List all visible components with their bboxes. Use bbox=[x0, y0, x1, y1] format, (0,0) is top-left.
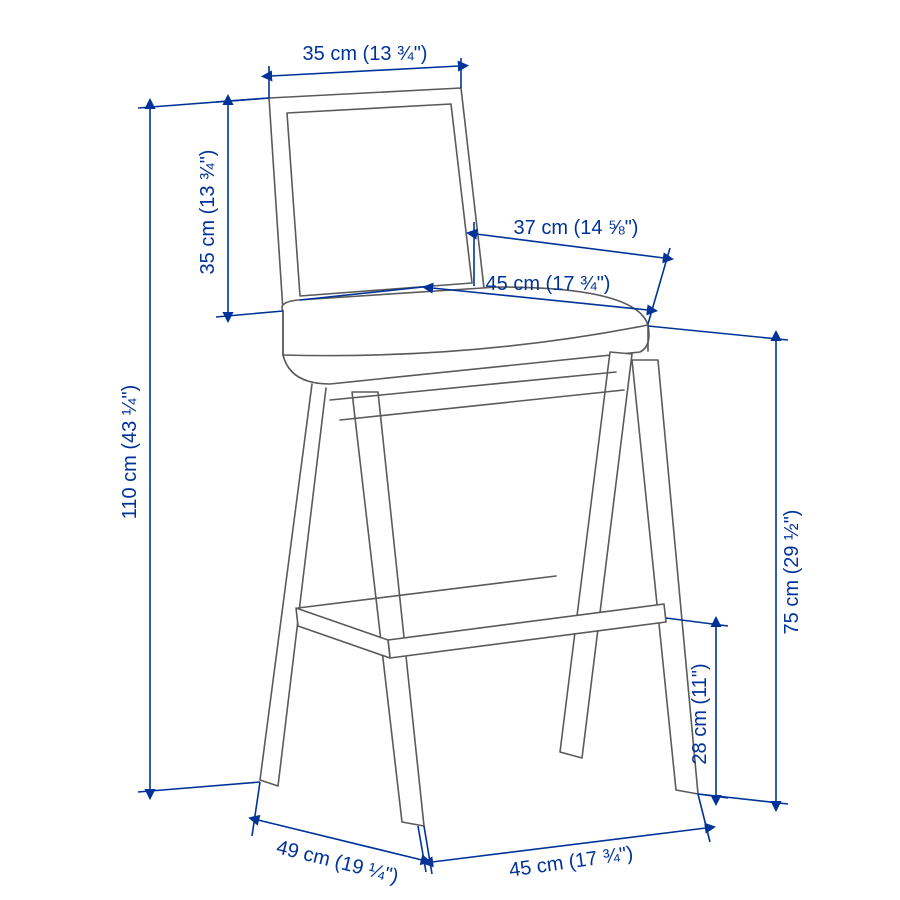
label-backrest-height: 35 cm (13 ¾") bbox=[197, 150, 219, 275]
label-footprint-depth: 49 cm (19 ¼") bbox=[274, 836, 401, 888]
product-dimension-diagram: 35 cm (13 ¾") 35 cm (13 ¾") 110 cm (43 ¼… bbox=[0, 0, 900, 900]
label-backrest-width: 35 cm (13 ¾") bbox=[303, 43, 428, 65]
label-seat-width: 45 cm (17 ¾") bbox=[486, 273, 611, 295]
label-footprint-width: 45 cm (17 ¾") bbox=[508, 842, 635, 881]
label-seat-height: 75 cm (29 ½") bbox=[781, 510, 803, 635]
stool-outline bbox=[260, 88, 698, 826]
label-seat-depth: 37 cm (14 ⅝") bbox=[514, 217, 639, 239]
label-overall-height: 110 cm (43 ¼") bbox=[119, 385, 141, 520]
label-footrest-height: 28 cm (11") bbox=[689, 663, 711, 764]
